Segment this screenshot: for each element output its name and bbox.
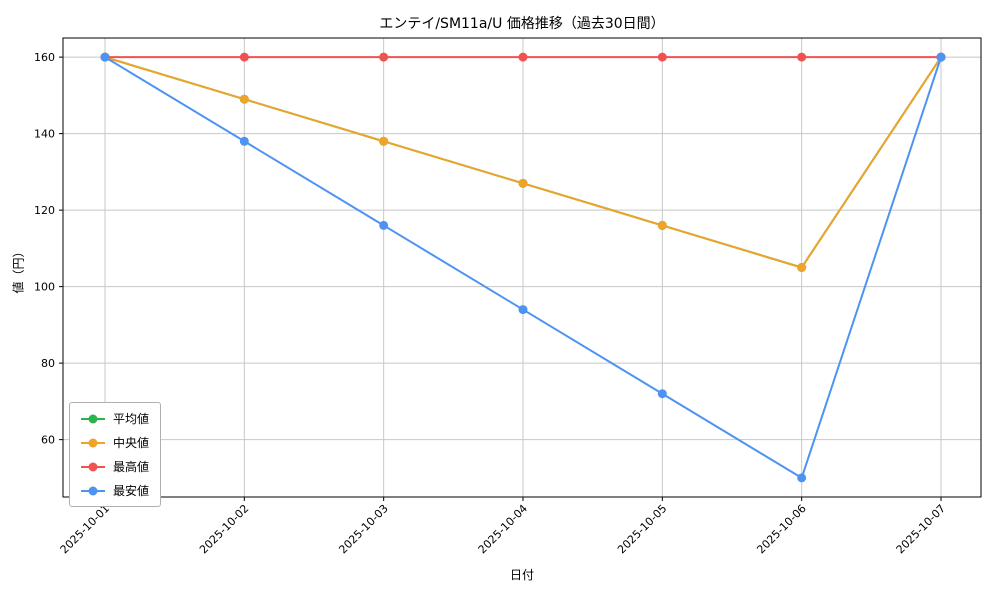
legend-item-2: 最高値 xyxy=(81,458,149,475)
legend-marker-dot xyxy=(88,486,98,495)
y-tick-label: 80 xyxy=(41,357,55,370)
chart-title: エンテイ/SM11a/U 価格推移（過去30日間） xyxy=(379,16,665,32)
y-tick-label: 100 xyxy=(34,281,55,294)
legend-line-swatch xyxy=(81,462,105,471)
x-tick-label: 2025-10-07 xyxy=(894,502,948,556)
y-tick-label: 160 xyxy=(34,51,55,64)
legend-marker-dot xyxy=(88,438,98,447)
chart-legend: 平均値中央値最高値最安値 xyxy=(69,402,162,507)
plot-background xyxy=(63,38,981,497)
plot-border xyxy=(62,37,982,498)
series-marker-2 xyxy=(379,52,389,62)
x-tick-label: 2025-10-04 xyxy=(476,502,530,556)
y-axis-label: 値（円） xyxy=(11,245,26,294)
legend-label: 中央値 xyxy=(113,436,150,450)
legend-item-1: 中央値 xyxy=(81,434,149,451)
x-tick-label: 2025-10-03 xyxy=(336,502,390,556)
y-tick-label: 120 xyxy=(34,204,55,217)
legend-item-3: 最安値 xyxy=(81,482,149,499)
legend-marker-dot xyxy=(88,414,98,423)
series-marker-2 xyxy=(518,52,528,62)
series-marker-3 xyxy=(657,389,667,399)
series-marker-1 xyxy=(239,94,249,104)
series-marker-1 xyxy=(379,136,389,146)
legend-line-swatch xyxy=(81,438,105,447)
legend-marker-dot xyxy=(88,462,98,471)
series-marker-1 xyxy=(797,263,807,272)
legend-line-swatch xyxy=(81,414,105,423)
series-marker-2 xyxy=(239,52,249,62)
x-tick-label: 2025-10-06 xyxy=(754,502,808,556)
legend-label: 最高値 xyxy=(113,460,150,474)
series-marker-3 xyxy=(100,52,110,62)
series-marker-3 xyxy=(239,136,249,146)
series-marker-2 xyxy=(657,52,667,62)
legend-label: 最安値 xyxy=(113,484,150,498)
y-tick-label: 140 xyxy=(34,128,55,141)
x-tick-label: 2025-10-02 xyxy=(197,502,251,556)
x-axis-label: 日付 xyxy=(509,568,534,582)
series-marker-1 xyxy=(518,178,528,188)
x-tick-label: 2025-10-01 xyxy=(58,502,112,556)
series-marker-3 xyxy=(936,52,946,62)
series-marker-3 xyxy=(379,220,389,230)
series-marker-3 xyxy=(518,305,528,315)
series-marker-3 xyxy=(797,473,807,483)
legend-item-0: 平均値 xyxy=(81,410,149,427)
x-tick-label: 2025-10-05 xyxy=(615,502,669,556)
series-marker-1 xyxy=(657,220,667,230)
y-tick-label: 60 xyxy=(41,434,55,447)
legend-line-swatch xyxy=(81,486,105,495)
series-marker-2 xyxy=(797,52,807,62)
legend-label: 平均値 xyxy=(113,412,150,426)
